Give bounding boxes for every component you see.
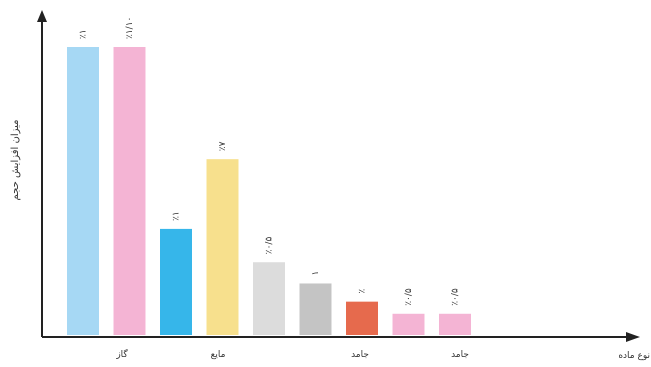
bar-value-label-1: ٪۱ — [79, 29, 89, 39]
bar-value-label-5: ٪۰/۵ — [265, 237, 275, 255]
bar-3 — [160, 228, 192, 335]
bar-9 — [439, 313, 471, 335]
bar-value-label-7: ٪ — [358, 289, 368, 294]
bar-6 — [299, 283, 332, 335]
y-axis-arrow-icon — [37, 10, 47, 22]
bar-value-label-8: ٪۰/۵ — [404, 288, 414, 306]
bar-value-label-6: ۱ — [311, 271, 321, 276]
bar-value-label-9: ٪۰/۵ — [451, 288, 461, 306]
bar-7 — [346, 301, 378, 335]
category-label-1: گاز — [115, 348, 128, 360]
x-axis-label: نوع ماده — [618, 351, 650, 361]
bar-value-label-2: ٪۱/۱۰ — [125, 17, 135, 39]
bar-4 — [206, 159, 239, 335]
category-label-3: جامد — [351, 350, 369, 360]
bar-5 — [253, 262, 285, 335]
bar-1 — [67, 47, 99, 335]
bar-value-label-4: ٪۷ — [218, 141, 228, 151]
category-label-2: مایع — [211, 350, 226, 360]
y-axis-label: میزان افزایش حجم — [10, 119, 21, 200]
x-axis-arrow-icon — [626, 332, 640, 342]
bar-value-label-3: ٪۱ — [172, 211, 182, 221]
bar-2 — [113, 47, 146, 335]
category-label-4: جامد — [451, 350, 469, 360]
bar-8 — [392, 313, 425, 335]
